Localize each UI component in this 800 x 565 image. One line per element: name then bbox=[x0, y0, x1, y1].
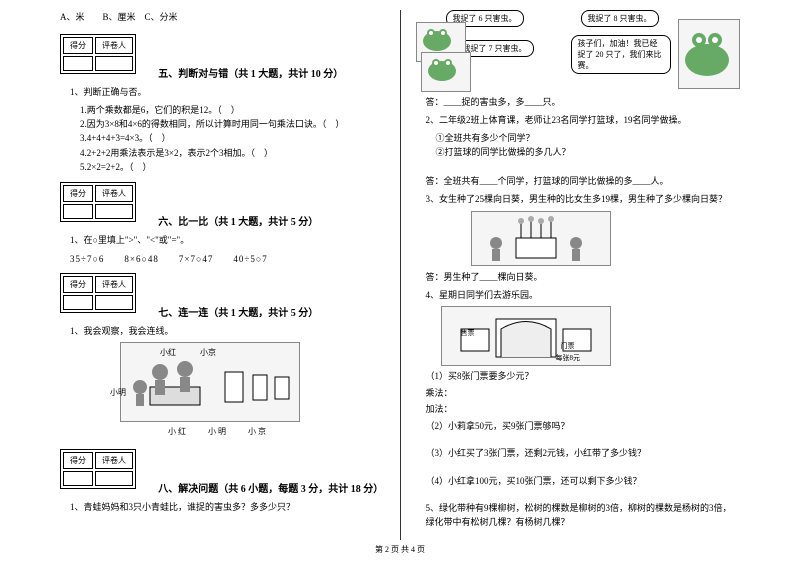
q5-1-4: 4.2+2+2用乘法表示是3×2，表示2个3相加。（ ） bbox=[80, 146, 385, 160]
answer-1: 答：____捉的害虫多，多____只。 bbox=[426, 95, 741, 108]
q2a: ①全班共有多少个同学？ bbox=[436, 131, 741, 145]
gate-label-menpiao: 门票 bbox=[561, 341, 575, 351]
frog-small-2 bbox=[421, 52, 471, 92]
answer-3: 答：男生种了____棵向日葵。 bbox=[426, 270, 741, 283]
q8-1: 1、青蛙妈妈和3只小青蛙比，谁捉的害虫多？多多少只？ bbox=[70, 501, 385, 515]
gate-label-ticket: 售票 bbox=[461, 328, 475, 338]
q4-4: （4）小红拿100元，买10张门票，还可以剩下多少钱？ bbox=[426, 475, 741, 489]
section-8-header: 得分评卷人 八、解决问题（共 6 小题，每题 3 分，共计 18 分） bbox=[60, 449, 385, 495]
q6-1: 1、在○里填上">"、"<"或"="。 bbox=[70, 234, 385, 248]
q4-1a: 乘法： bbox=[426, 387, 741, 401]
section-8-title: 八、解决问题（共 6 小题，每题 3 分，共计 18 分） bbox=[158, 480, 383, 495]
q5-1-2: 2.因为3×8和4×6的得数相同，所以计算时用同一句乘法口诀。（ ） bbox=[80, 117, 385, 131]
label-xiaoming: 小明 bbox=[208, 427, 228, 436]
score-box-5: 得分评卷人 bbox=[60, 34, 136, 74]
sunflower-image bbox=[471, 211, 611, 266]
q4-1: （1）买8张门票要多少元？ bbox=[426, 370, 741, 384]
q5: 5、绿化带种有9棵柳树，松树的棵数是柳树的3倍，柳树的棵数是杨树的3倍，绿化带中… bbox=[426, 502, 741, 529]
q5-1: 1、判断正确与否。 bbox=[70, 86, 385, 100]
speech-bubble-4: 孩子们，加油！我已经捉了 20 只了，我们来比赛。 bbox=[571, 35, 671, 74]
q2: 2、二年级2班上体育课，老师让23名同学打篮球，19名同学做操。 bbox=[426, 114, 741, 128]
section-5-title: 五、判断对与错（共 1 大题，共计 10 分） bbox=[158, 65, 343, 80]
label-xiaojing: 小京 bbox=[248, 427, 268, 436]
label-xiaohong-top: 小红 bbox=[160, 347, 176, 358]
q5-1-3: 3.4+4+4+3=4×3。（ ） bbox=[80, 131, 385, 145]
label-xiaoming-left: 小明 bbox=[110, 387, 126, 398]
section-7-title: 七、连一连（共 1 大题，共计 5 分） bbox=[158, 304, 318, 319]
page-footer: 第 2 页 共 4 页 bbox=[0, 544, 800, 555]
score-box-8: 得分评卷人 bbox=[60, 449, 136, 489]
q2b: ②打篮球的同学比做操的多几人？ bbox=[436, 145, 741, 159]
answer-2: 答：全班共有____个同学，打篮球的同学比做操的多____人。 bbox=[426, 174, 741, 187]
section-5-header: 得分评卷人 五、判断对与错（共 1 大题，共计 10 分） bbox=[60, 34, 385, 80]
q4-2: （2）小莉拿50元，买9张门票够吗？ bbox=[426, 420, 741, 434]
q3: 3、女生种了25棵向日葵，男生种的比女生多19棵，男生种了多少棵向日葵？ bbox=[426, 193, 741, 207]
q7-1: 1、我会观察，我会连线。 bbox=[70, 325, 385, 339]
options-line: A、米 B、厘米 C、分米 bbox=[60, 10, 385, 23]
score-box-7: 得分评卷人 bbox=[60, 273, 136, 313]
frog-mother bbox=[678, 19, 740, 89]
label-xiaojing-top: 小京 bbox=[200, 347, 216, 358]
column-divider bbox=[400, 10, 401, 540]
score-label: 得分 bbox=[63, 37, 93, 54]
q6-compare: 35÷7○6 8×6○48 7×7○47 40÷5○7 bbox=[70, 252, 385, 265]
frog-scene: 我捉了 6 只害虫。 我捉了 8 只害虫。 我捉了 7 只害虫。 孩子们，加油！… bbox=[416, 10, 741, 90]
speech-bubble-2: 我捉了 8 只害虫。 bbox=[581, 10, 659, 27]
score-box-6: 得分评卷人 bbox=[60, 182, 136, 222]
section-6-header: 得分评卷人 六、比一比（共 1 大题，共计 5 分） bbox=[60, 182, 385, 228]
connect-labels: 小红 小明 小京 bbox=[160, 426, 385, 437]
gate-label-price: 每张8元 bbox=[556, 353, 581, 363]
q4-3: （3）小红买了3张门票，还剩2元钱，小红带了多少钱？ bbox=[426, 447, 741, 461]
section-6-title: 六、比一比（共 1 大题，共计 5 分） bbox=[158, 213, 318, 228]
q4: 4、星期日同学们去游乐园。 bbox=[426, 289, 741, 303]
left-column: A、米 B、厘米 C、分米 得分评卷人 五、判断对与错（共 1 大题，共计 10… bbox=[60, 10, 385, 540]
q4-1b: 加法： bbox=[426, 403, 741, 417]
q5-1-5: 5.2×2=2+2。（ ） bbox=[80, 160, 385, 174]
label-xiaohong: 小红 bbox=[168, 427, 188, 436]
judge-label: 评卷人 bbox=[95, 37, 133, 54]
q5-1-1: 1.两个乘数都是6，它们的积是12。（ ） bbox=[80, 103, 385, 117]
right-column: 我捉了 6 只害虫。 我捉了 8 只害虫。 我捉了 7 只害虫。 孩子们，加油！… bbox=[416, 10, 741, 540]
section-7-header: 得分评卷人 七、连一连（共 1 大题，共计 5 分） bbox=[60, 273, 385, 319]
